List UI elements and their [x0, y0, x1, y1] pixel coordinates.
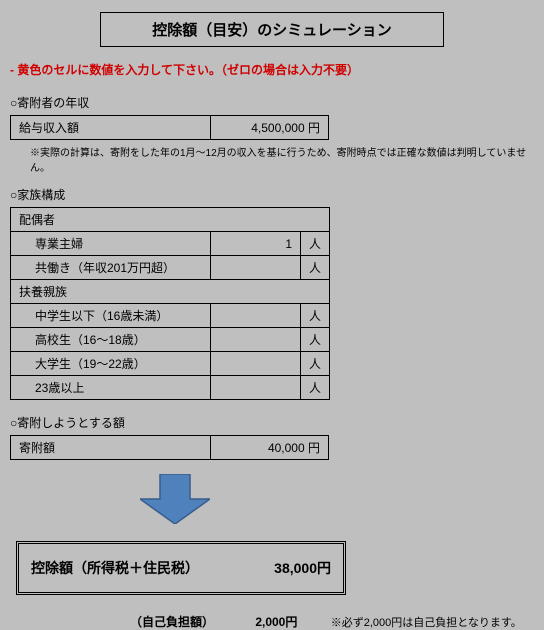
spouse-group: 配偶者	[11, 208, 330, 232]
result-box: 控除額（所得税＋住民税） 38,000円	[16, 541, 346, 595]
income-table: 給与収入額 4,500,000 円	[10, 115, 329, 140]
dep-row-3-unit: 人	[301, 376, 330, 400]
burden-value: 2,000円	[217, 613, 297, 630]
dep-row-3-value	[211, 376, 301, 400]
income-heading: ○寄附者の年収	[10, 94, 534, 111]
spouse-row-1-value	[211, 256, 301, 280]
family-heading: ○家族構成	[10, 186, 534, 203]
donation-value: 40,000	[268, 441, 305, 455]
dep-row-0-value	[211, 304, 301, 328]
donation-value-cell: 40,000 円	[211, 436, 329, 460]
burden-line: （自己負担額） 2,000円 ※必ず2,000円は自己負担となります。	[10, 613, 534, 630]
dep-row-1-value	[211, 328, 301, 352]
burden-note: ※必ず2,000円は自己負担となります。	[331, 617, 522, 629]
income-value: 4,500,000	[251, 121, 304, 135]
spouse-row-1-unit: 人	[301, 256, 330, 280]
spouse-row-0-unit: 人	[301, 232, 330, 256]
dep-row-0-unit: 人	[301, 304, 330, 328]
income-unit: 円	[308, 121, 320, 135]
income-note: ※実際の計算は、寄附をした年の1月～12月の収入を基に行うため、寄附時点では正確…	[30, 144, 534, 174]
donation-label: 寄附額	[11, 436, 211, 460]
page-title: 控除額（目安）のシミュレーション	[100, 12, 444, 47]
input-instruction: - 黄色のセルに数値を入力して下さい。（ゼロの場合は入力不要）	[10, 61, 534, 78]
spouse-row-0-label: 専業主婦	[11, 232, 211, 256]
family-table: 配偶者 専業主婦 1 人 共働き（年収201万円超） 人 扶養親族 中学生以下（…	[10, 207, 330, 400]
donation-table: 寄附額 40,000 円	[10, 435, 329, 460]
income-label: 給与収入額	[11, 116, 211, 140]
dep-row-1-label: 高校生（16～18歳）	[11, 328, 211, 352]
result-value: 38,000円	[251, 550, 337, 586]
dep-row-1-unit: 人	[301, 328, 330, 352]
dep-row-2-value	[211, 352, 301, 376]
donation-heading: ○寄附しようとする額	[10, 414, 534, 431]
donation-unit: 円	[308, 441, 320, 455]
dep-row-2-unit: 人	[301, 352, 330, 376]
dep-group: 扶養親族	[11, 280, 330, 304]
spouse-row-1-label: 共働き（年収201万円超）	[11, 256, 211, 280]
burden-label: （自己負担額）	[130, 613, 214, 630]
dep-row-2-label: 大学生（19～22歳）	[11, 352, 211, 376]
dep-row-0-label: 中学生以下（16歳未満）	[11, 304, 211, 328]
spouse-row-0-value: 1	[211, 232, 301, 256]
income-value-cell: 4,500,000 円	[211, 116, 329, 140]
dep-row-3-label: 23歳以上	[11, 376, 211, 400]
result-label: 控除額（所得税＋住民税）	[25, 550, 251, 586]
down-arrow-icon	[140, 474, 534, 527]
